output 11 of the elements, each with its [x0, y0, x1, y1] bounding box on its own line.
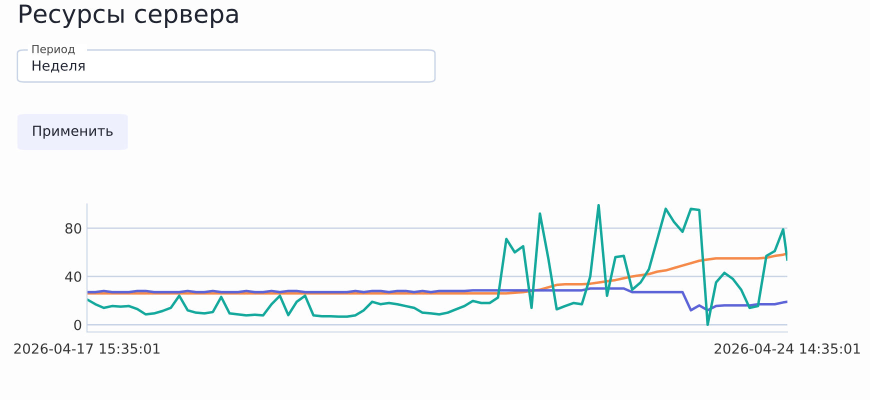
line-series: [87, 287, 788, 312]
y-tick-label: 80: [65, 223, 82, 234]
text: Период: [32, 44, 75, 56]
line-series: [87, 204, 788, 326]
x-tick-label: 2026-04-17 15:35:01: [14, 343, 160, 354]
text: Применить: [33, 126, 113, 139]
text: Неделя: [32, 60, 85, 73]
y-tick-label: 40: [65, 271, 82, 282]
chart-title: Ресурсы сервера: [20, 4, 238, 28]
x-tick-label: 2026-04-24 14:35:01: [714, 343, 860, 354]
y-tick-label: 0: [74, 320, 82, 330]
